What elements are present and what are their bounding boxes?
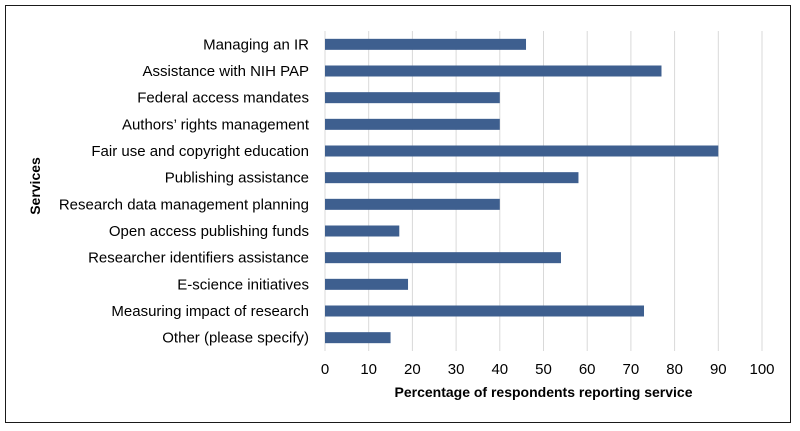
bar bbox=[325, 92, 500, 104]
category-label: Measuring impact of research bbox=[111, 303, 309, 320]
x-axis-title: Percentage of respondents reporting serv… bbox=[395, 384, 693, 400]
bar bbox=[325, 252, 561, 264]
category-label: Fair use and copyright education bbox=[91, 143, 309, 160]
x-tick-label: 70 bbox=[623, 361, 640, 378]
chart-frame: Managing an IR Assistance with NIH PAP Fed… bbox=[5, 5, 791, 423]
gridlines bbox=[324, 31, 763, 351]
x-tick-label: 0 bbox=[321, 361, 329, 378]
bar bbox=[325, 65, 662, 77]
bar-chart: Managing an IR Assistance with NIH PAP Fed… bbox=[27, 31, 775, 400]
category-label: E-science initiatives bbox=[177, 276, 309, 293]
x-tick-label: 60 bbox=[579, 361, 596, 378]
x-tick-label: 30 bbox=[448, 361, 465, 378]
category-labels: Managing an IR Assistance with NIH PAP Fed… bbox=[59, 36, 310, 346]
category-label: Managing an IR bbox=[203, 36, 309, 53]
bar bbox=[325, 332, 391, 344]
y-axis-title: Services bbox=[27, 157, 43, 215]
bars bbox=[325, 38, 719, 344]
bar bbox=[325, 278, 409, 290]
x-tick-label: 100 bbox=[749, 361, 774, 378]
bar bbox=[325, 38, 527, 50]
bar bbox=[325, 118, 500, 130]
x-tick-label: 40 bbox=[491, 361, 508, 378]
x-tick-label: 90 bbox=[710, 361, 727, 378]
category-label: Researcher identifiers assistance bbox=[88, 250, 309, 267]
bar bbox=[325, 145, 719, 157]
bar bbox=[325, 198, 500, 210]
category-label: Federal access mandates bbox=[137, 90, 309, 107]
category-label: Publishing assistance bbox=[165, 170, 309, 187]
x-tick-label: 80 bbox=[666, 361, 683, 378]
x-tick-label: 10 bbox=[360, 361, 377, 378]
category-label: Other (please specify) bbox=[162, 330, 309, 347]
bar bbox=[325, 225, 400, 237]
category-label: Authors’ rights management bbox=[122, 116, 310, 133]
bar bbox=[325, 305, 645, 317]
category-label: Open access publishing funds bbox=[109, 223, 309, 240]
x-tick-label: 50 bbox=[535, 361, 552, 378]
category-label: Research data management planning bbox=[59, 196, 309, 213]
category-label: Assistance with NIH PAP bbox=[143, 63, 309, 80]
x-tick-label: 20 bbox=[404, 361, 421, 378]
bar bbox=[325, 172, 579, 184]
x-tick-labels: 0 10 20 30 40 50 60 70 80 90 100 bbox=[321, 361, 775, 378]
